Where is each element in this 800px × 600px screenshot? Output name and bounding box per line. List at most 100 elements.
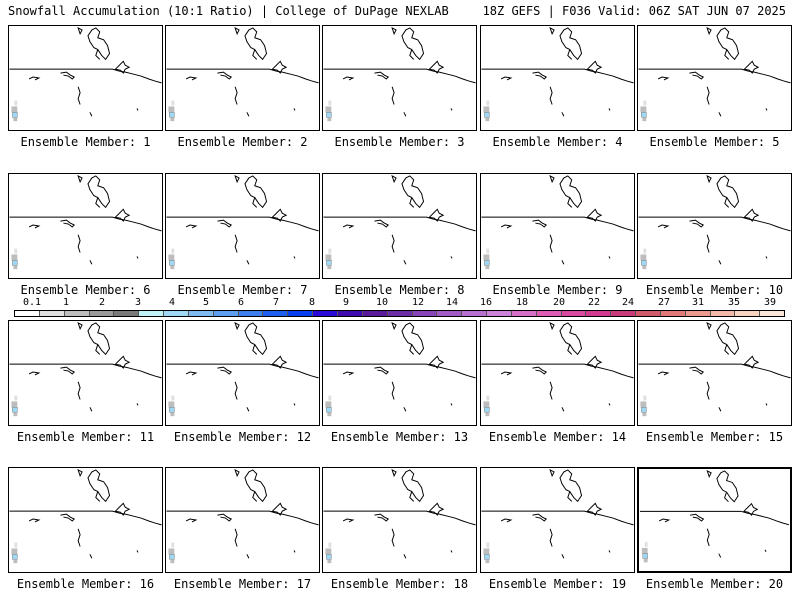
ensemble-member-label: Ensemble Member: 6 bbox=[20, 283, 151, 297]
colorbar-tick-label: 9 bbox=[342, 297, 350, 308]
colorbar-tick-label: 18 bbox=[515, 297, 529, 308]
snowfall-map bbox=[481, 468, 634, 564]
snowfall-map bbox=[166, 468, 319, 564]
colorbar-swatch bbox=[15, 311, 40, 316]
colorbar-tick-label: 0.1 bbox=[22, 297, 42, 308]
ensemble-member-label: Ensemble Member: 15 bbox=[645, 430, 784, 444]
snowfall-map bbox=[638, 174, 791, 270]
ensemble-map-panel[interactable] bbox=[8, 25, 163, 131]
colorbar-swatch bbox=[337, 311, 363, 316]
colorbar-swatch bbox=[64, 311, 90, 316]
colorbar-tick-label: 39 bbox=[763, 297, 777, 308]
ensemble-map-panel[interactable] bbox=[637, 467, 792, 573]
snowfall-map bbox=[481, 321, 634, 417]
ensemble-map-panel[interactable] bbox=[165, 467, 320, 573]
snowfall-map bbox=[166, 321, 319, 417]
colorbar-tick-label: 1 bbox=[62, 297, 70, 308]
colorbar-tick-label: 6 bbox=[237, 297, 245, 308]
ensemble-map-panel[interactable] bbox=[165, 320, 320, 426]
colorbar-tick-label: 35 bbox=[727, 297, 741, 308]
colorbar-tick-label: 27 bbox=[657, 297, 671, 308]
ensemble-member-label: Ensemble Member: 13 bbox=[330, 430, 469, 444]
colorbar-swatch bbox=[536, 311, 562, 316]
colorbar-tick-label: 22 bbox=[587, 297, 601, 308]
colorbar-swatch bbox=[188, 311, 214, 316]
colorbar-swatch bbox=[636, 311, 661, 316]
ensemble-map-panel[interactable] bbox=[480, 173, 635, 279]
colorbar-swatch bbox=[263, 311, 289, 316]
snowfall-map bbox=[481, 174, 634, 270]
ensemble-map-panel[interactable] bbox=[322, 25, 477, 131]
colorbar-swatch bbox=[139, 311, 165, 316]
header-right-title: 18Z GEFS | F036 Valid: 06Z SAT JUN 07 20… bbox=[482, 4, 786, 18]
colorbar-swatch bbox=[39, 311, 65, 316]
ensemble-member-label: Ensemble Member: 12 bbox=[173, 430, 312, 444]
colorbar-tick-label: 7 bbox=[272, 297, 280, 308]
ensemble-member-label: Ensemble Member: 18 bbox=[330, 577, 469, 591]
colorbar-tick-label: 16 bbox=[479, 297, 493, 308]
ensemble-map-panel[interactable] bbox=[165, 25, 320, 131]
ensemble-map-panel[interactable] bbox=[480, 467, 635, 573]
snowfall-map bbox=[481, 26, 634, 122]
ensemble-member-label: Ensemble Member: 3 bbox=[334, 135, 465, 149]
colorbar-swatch bbox=[685, 311, 711, 316]
snowfall-map bbox=[9, 174, 162, 270]
colorbar-swatch bbox=[412, 311, 438, 316]
colorbar-swatch bbox=[164, 311, 189, 316]
colorbar-swatch bbox=[288, 311, 314, 316]
colorbar-tick-label: 24 bbox=[621, 297, 635, 308]
ensemble-map-panel[interactable] bbox=[637, 173, 792, 279]
ensemble-member-label: Ensemble Member: 1 bbox=[20, 135, 151, 149]
ensemble-member-label: Ensemble Member: 16 bbox=[16, 577, 155, 591]
ensemble-map-panel[interactable] bbox=[322, 173, 477, 279]
ensemble-map-panel[interactable] bbox=[165, 173, 320, 279]
ensemble-map-panel[interactable] bbox=[480, 320, 635, 426]
colorbar-swatch bbox=[487, 311, 512, 316]
snowfall-map bbox=[638, 26, 791, 122]
ensemble-member-label: Ensemble Member: 20 bbox=[645, 577, 784, 591]
ensemble-member-label: Ensemble Member: 5 bbox=[649, 135, 780, 149]
ensemble-map-panel[interactable] bbox=[637, 25, 792, 131]
ensemble-member-label: Ensemble Member: 19 bbox=[488, 577, 627, 591]
colorbar-tick-label: 10 bbox=[375, 297, 389, 308]
colorbar-tick-label: 3 bbox=[134, 297, 142, 308]
colorbar-tick-label: 31 bbox=[691, 297, 705, 308]
ensemble-member-label: Ensemble Member: 7 bbox=[177, 283, 308, 297]
ensemble-member-label: Ensemble Member: 4 bbox=[492, 135, 623, 149]
colorbar-swatch bbox=[660, 311, 686, 316]
snowfall-map bbox=[166, 26, 319, 122]
colorbar-swatch bbox=[387, 311, 413, 316]
ensemble-member-label: Ensemble Member: 10 bbox=[645, 283, 784, 297]
ensemble-map-panel[interactable] bbox=[322, 320, 477, 426]
colorbar-swatch bbox=[511, 311, 537, 316]
colorbar-swatch bbox=[89, 311, 115, 316]
snowfall-map bbox=[9, 468, 162, 564]
ensemble-member-label: Ensemble Member: 2 bbox=[177, 135, 308, 149]
snowfall-map bbox=[323, 174, 476, 270]
ensemble-map-panel[interactable] bbox=[480, 25, 635, 131]
ensemble-map-panel[interactable] bbox=[637, 320, 792, 426]
colorbar-swatch bbox=[362, 311, 388, 316]
colorbar-swatch bbox=[561, 311, 587, 316]
snowfall-map bbox=[323, 321, 476, 417]
colorbar-tick-label: 4 bbox=[168, 297, 176, 308]
colorbar-swatch bbox=[114, 311, 140, 316]
colorbar-swatch bbox=[238, 311, 264, 316]
ensemble-member-label: Ensemble Member: 8 bbox=[334, 283, 465, 297]
colorbar-tick-label: 12 bbox=[411, 297, 425, 308]
ensemble-member-label: Ensemble Member: 9 bbox=[492, 283, 623, 297]
ensemble-member-label: Ensemble Member: 14 bbox=[488, 430, 627, 444]
ensemble-map-panel[interactable] bbox=[8, 467, 163, 573]
colorbar-swatch bbox=[710, 311, 736, 316]
snowfall-map bbox=[323, 26, 476, 122]
colorbar-tick-label: 14 bbox=[445, 297, 459, 308]
snowfall-map bbox=[323, 468, 476, 564]
colorbar-swatch bbox=[313, 311, 338, 316]
colorbar-swatch bbox=[437, 311, 463, 316]
ensemble-map-panel[interactable] bbox=[8, 320, 163, 426]
colorbar-swatch bbox=[586, 311, 612, 316]
ensemble-map-panel[interactable] bbox=[8, 173, 163, 279]
colorbar-swatch bbox=[462, 311, 488, 316]
ensemble-map-panel[interactable] bbox=[322, 467, 477, 573]
colorbar-tick-label: 5 bbox=[202, 297, 210, 308]
